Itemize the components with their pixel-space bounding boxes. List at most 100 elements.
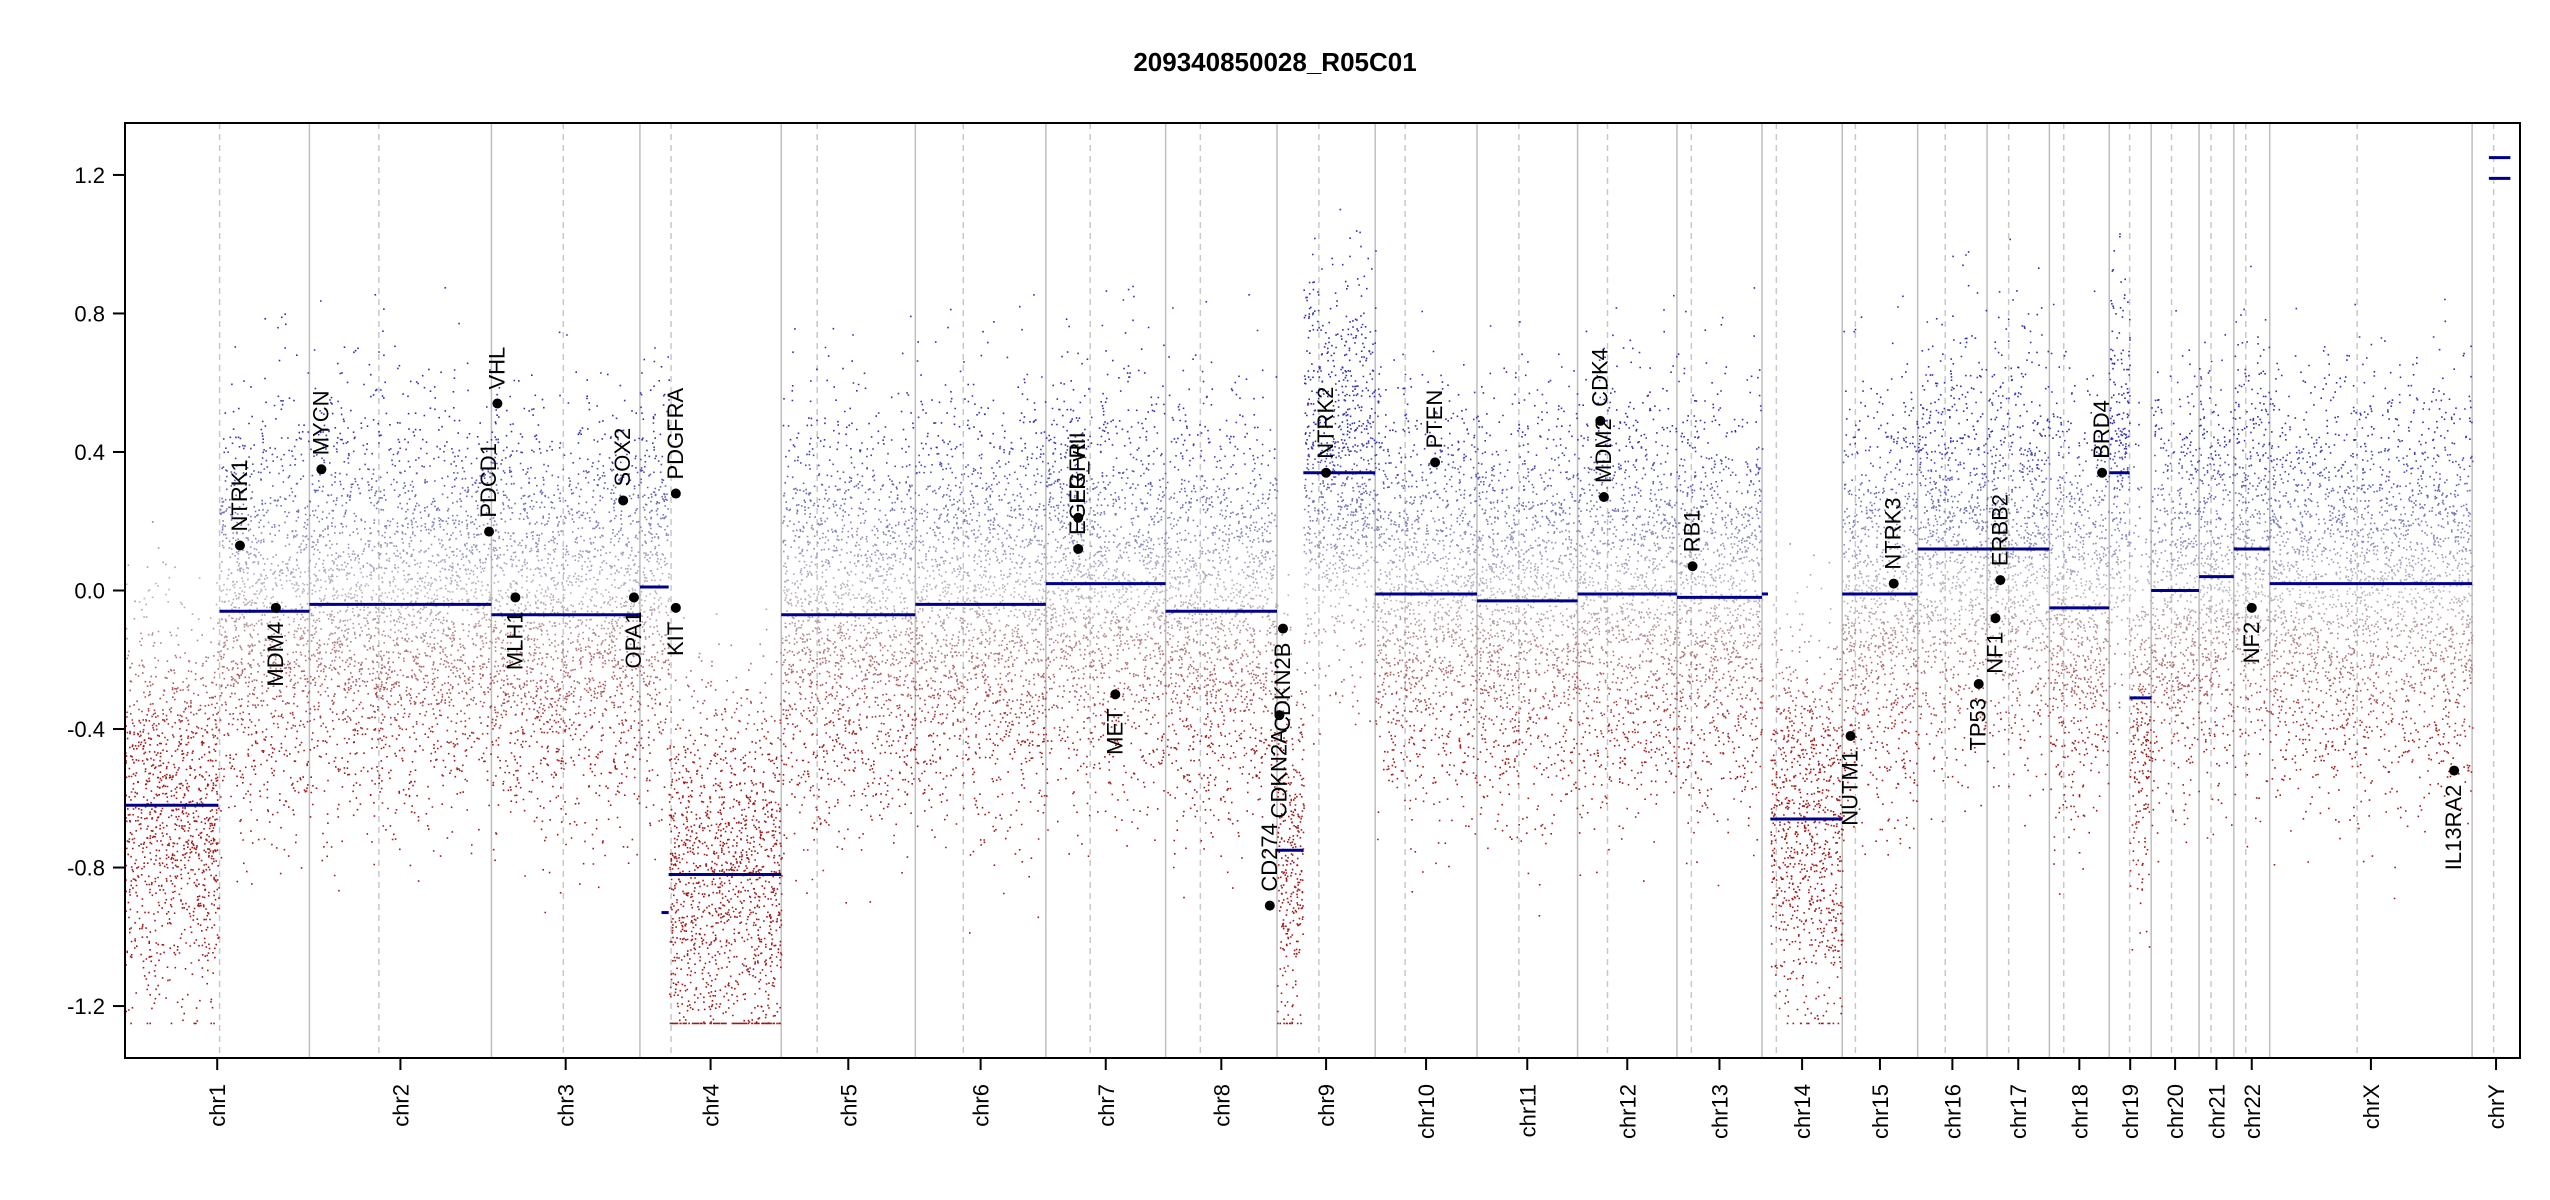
- probe-point-group: [265, 459, 2451, 462]
- x-tick-label: chr16: [1940, 1084, 1965, 1139]
- x-axis: chr1 chr2 chr3 chr4 chr5 chr6 chr7 chr8 chr9 chr1…: [205, 1058, 2509, 1139]
- gene-label: CDKN2B: [1270, 643, 1295, 732]
- probe-point-group: [152, 726, 2344, 729]
- probe-point-group: [146, 565, 2472, 568]
- probe-point-group: [158, 734, 2211, 737]
- probe-point-group: [231, 442, 2456, 445]
- gene-label: KIT: [663, 622, 688, 656]
- probe-point-group: [164, 736, 2433, 739]
- probe-point-group: [243, 623, 2464, 626]
- probe-point-group: [239, 436, 2446, 440]
- probe-point-group: [235, 494, 2459, 497]
- probe-point-group: [221, 528, 2464, 531]
- probe-point-group: [224, 635, 2319, 638]
- probe-point-group: [240, 522, 2449, 526]
- gene-label: PDCD1: [476, 443, 501, 518]
- x-tick-label: chr20: [2163, 1084, 2188, 1139]
- probe-point-group: [240, 566, 2459, 570]
- probe-point-group: [235, 465, 2471, 468]
- probe-point-group: [217, 650, 2443, 654]
- probe-point-group: [179, 720, 2465, 723]
- probe-point-group: [217, 643, 2470, 646]
- probe-point-group: [263, 448, 2411, 451]
- probe-point-group: [234, 554, 2413, 557]
- probe-point-group: [251, 599, 2366, 602]
- probe-point-group: [280, 458, 2464, 461]
- probe-point-group: [321, 489, 2469, 493]
- probe-point-group: [253, 443, 2422, 447]
- x-tick-label: chr4: [699, 1084, 724, 1127]
- probe-point-group: [219, 509, 2468, 512]
- x-tick-label: chr2: [388, 1084, 413, 1127]
- probe-point-group: [131, 662, 2468, 665]
- probe-point-group: [272, 672, 2452, 675]
- gene-label: EGFR_vIII: [1065, 432, 1090, 535]
- probe-point-group: [228, 505, 2463, 509]
- probe-point-group: [232, 598, 2466, 601]
- probe-point-group: [295, 481, 2468, 485]
- gene-point: [670, 602, 681, 613]
- probe-point-group: [255, 622, 2400, 625]
- probe-point-group: [242, 503, 2468, 506]
- gene-point: [1995, 575, 2006, 586]
- segment-lines: [125, 156, 2511, 915]
- probe-point-group: [241, 518, 2456, 521]
- probe-point-group: [127, 654, 2471, 657]
- gene-point: [1110, 689, 1121, 700]
- gene-label: NTRK1: [227, 459, 252, 531]
- probe-point-group: [166, 660, 2445, 663]
- probe-point-group: [137, 733, 2462, 736]
- probe-point-group: [240, 646, 2456, 650]
- probe-point-group: [129, 680, 2465, 683]
- probe-point-group: [148, 690, 2449, 693]
- probe-point-group: [133, 703, 2421, 706]
- probe-point-group: [245, 474, 2459, 477]
- probe-point-group: [318, 485, 2440, 488]
- probe-point-group: [174, 698, 2458, 701]
- probe-point-group: [221, 618, 2471, 621]
- probe-point-group: [151, 596, 2465, 599]
- probe-point-group: [225, 537, 2470, 540]
- probe-point-group: [201, 740, 2428, 743]
- probe-point-group: [331, 559, 2444, 563]
- probe-point-group: [174, 687, 2435, 690]
- probe-point-group: [237, 557, 2467, 561]
- probe-point-group: [210, 641, 2454, 644]
- gene-point: [1973, 679, 1984, 689]
- probe-point-group: [225, 619, 2468, 622]
- probe-point-group: [237, 538, 2470, 541]
- probe-point-group: [239, 586, 2417, 590]
- probe-point-group: [241, 545, 2442, 548]
- probe-point-group: [221, 501, 2444, 504]
- probe-point-group: [141, 710, 2426, 713]
- probe-point-group: [220, 590, 2451, 593]
- gene-point: [1321, 467, 1332, 478]
- probe-point-group: [234, 457, 2472, 460]
- probe-point-group: [227, 450, 2382, 453]
- probe-point-group: [267, 628, 2454, 631]
- x-tick-label: chr7: [1094, 1084, 1119, 1127]
- probe-point-group: [140, 644, 2441, 647]
- probe-point-group: [199, 704, 2039, 707]
- probe-point-group: [256, 607, 2426, 610]
- probe-point-group: [181, 602, 2463, 605]
- probe-point-group: [261, 502, 2445, 505]
- probe-point-group: [185, 716, 2280, 720]
- probe-point-group: [148, 694, 2461, 697]
- probe-point-group: [231, 542, 2460, 546]
- gene-label: BRD4: [2089, 400, 2114, 459]
- gene-label: CD274: [1257, 823, 1282, 891]
- probe-point-group: [157, 584, 2458, 588]
- probe-point-group: [234, 624, 2427, 627]
- probe-point-group: [221, 511, 2470, 514]
- probe-point-group: [219, 512, 2472, 516]
- probe-point-group: [276, 611, 2460, 615]
- probe-point-group: [290, 487, 2384, 490]
- probe-point-group: [302, 723, 2437, 726]
- gene-point: [2097, 467, 2108, 478]
- probe-point-group: [248, 529, 2424, 532]
- probe-point-group: [308, 440, 2421, 443]
- gene-label: CDKN2A: [1266, 729, 1291, 819]
- x-tick-label: chr10: [1414, 1084, 1439, 1139]
